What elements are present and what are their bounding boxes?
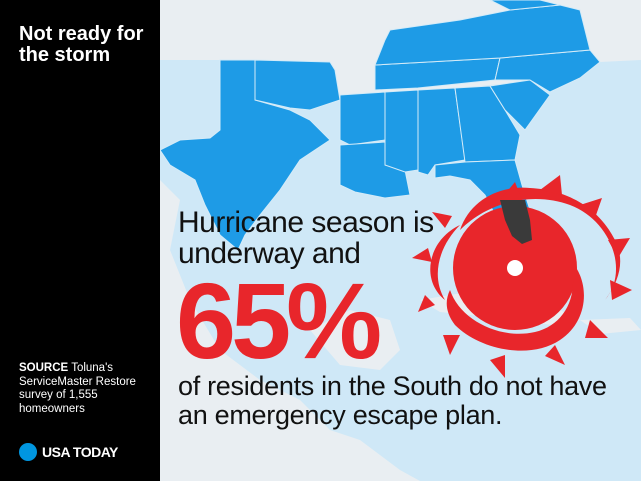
tail-text: of residents in the South do not have an… xyxy=(178,371,607,430)
mexico-land xyxy=(160,180,420,481)
sidebar: Not ready for the storm SOURCE Toluna's … xyxy=(0,0,160,481)
state-mississippi xyxy=(384,89,419,173)
lead-text: Hurricane season is underway and xyxy=(178,206,434,270)
stat-percentage: 65% xyxy=(176,260,382,381)
hurricane-eye xyxy=(507,260,523,276)
state-texas xyxy=(160,59,331,251)
hurricane-icon xyxy=(412,175,632,378)
state-south-carolina xyxy=(489,79,551,131)
southern-states xyxy=(160,0,601,256)
state-maryland xyxy=(489,0,561,11)
brand-name: USA TODAY xyxy=(42,444,118,460)
map-svg xyxy=(160,0,641,481)
map-graphic xyxy=(160,0,641,481)
usa-today-dot-icon xyxy=(19,443,37,461)
brand-logo: USA TODAY xyxy=(19,442,118,462)
state-arkansas xyxy=(339,91,386,146)
source-note: SOURCE Toluna's ServiceMaster Restore su… xyxy=(19,362,149,416)
state-virginia-kentucky xyxy=(374,4,591,66)
source-label: SOURCE xyxy=(19,362,69,374)
headline: Not ready for the storm xyxy=(19,23,144,66)
state-oklahoma xyxy=(254,59,341,111)
yucatan-land xyxy=(310,310,400,370)
state-north-carolina xyxy=(494,49,601,93)
source-text: Toluna's ServiceMaster Restore survey of… xyxy=(19,362,136,415)
